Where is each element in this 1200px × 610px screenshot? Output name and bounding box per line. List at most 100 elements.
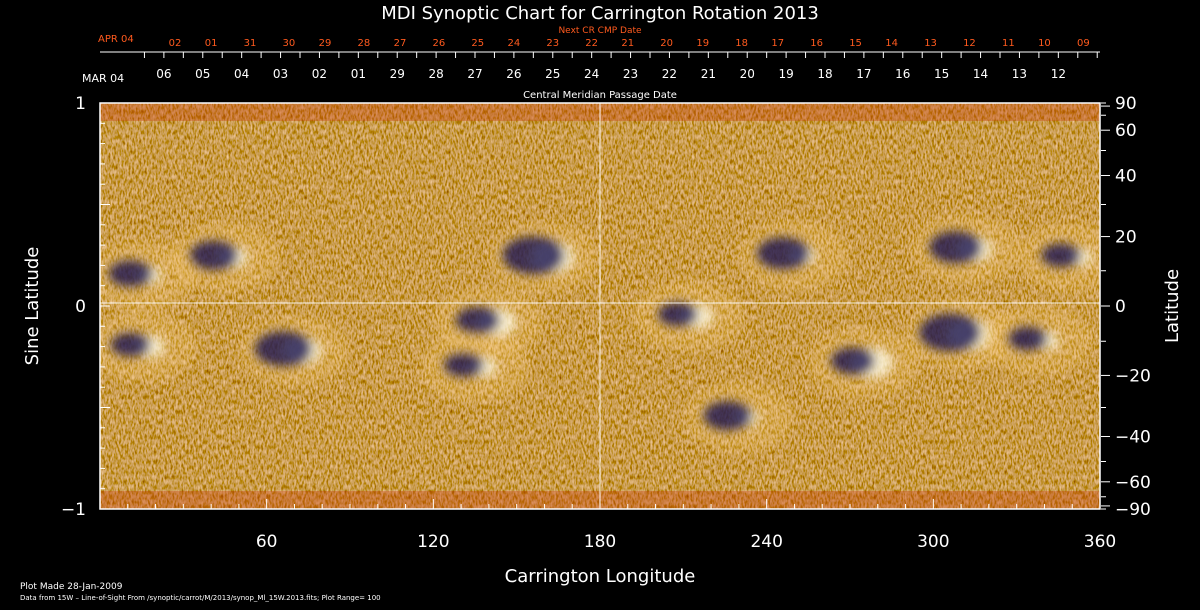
negative-flux — [442, 350, 484, 379]
next-date-label: 22 — [585, 38, 598, 49]
cmp-date-label: 17 — [856, 67, 871, 81]
active-regions — [100, 214, 1100, 453]
cmp-date-label: 14 — [973, 67, 988, 81]
negative-flux — [828, 345, 876, 377]
cmp-axis-label: Central Meridian Passage Date — [523, 90, 677, 101]
cmp-date-label: 29 — [390, 67, 405, 81]
next-date-label: 31 — [244, 38, 257, 49]
next-date-label: 09 — [1077, 38, 1090, 49]
next-cr-label: Next CR CMP Date — [558, 26, 642, 36]
next-date-label: 20 — [660, 38, 673, 49]
next-month-label: APR 04 — [98, 34, 134, 45]
cmp-dates: 06 05 04 03 02 01 29 28 27 26 25 24 23 22 21 20 19 18 17 16… — [143, 52, 1098, 81]
next-date-label: 28 — [358, 38, 371, 49]
negative-flux — [917, 311, 982, 354]
next-date-label: 26 — [433, 38, 446, 49]
y-tick-label: −1 — [61, 500, 86, 520]
negative-flux — [1005, 324, 1048, 353]
lat-tick-label: −60 — [1115, 473, 1151, 493]
lat-tick-label: 60 — [1115, 121, 1137, 141]
cmp-date-label: 05 — [195, 67, 210, 81]
cmp-date-label: 04 — [234, 67, 249, 81]
y-axis-right-title: Latitude — [1162, 269, 1183, 343]
cmp-date-label: 03 — [273, 67, 288, 81]
negative-flux — [927, 228, 983, 266]
next-date-label: 14 — [885, 38, 898, 49]
cmp-date-label: 28 — [428, 67, 443, 81]
next-date-label: 23 — [546, 38, 559, 49]
negative-flux — [108, 330, 151, 359]
next-date-label: 19 — [696, 38, 709, 49]
next-date-label: 10 — [1038, 38, 1051, 49]
next-date-label: 29 — [319, 38, 332, 49]
plot-made-note: Plot Made 28-Jan-2009 — [20, 582, 123, 592]
cmp-date-label: 19 — [778, 67, 793, 81]
next-date-label: 11 — [1002, 38, 1015, 49]
cmp-date-label: 12 — [1051, 67, 1066, 81]
x-tick-label: 360 — [1084, 532, 1116, 552]
x-tick-label: 180 — [584, 532, 616, 552]
cmp-date-label: 15 — [934, 67, 949, 81]
lat-tick-label: −90 — [1115, 500, 1151, 520]
y-tick-label: 1 — [75, 94, 86, 114]
lat-tick-label: 20 — [1115, 228, 1137, 248]
next-date-label: 21 — [621, 38, 634, 49]
cmp-date-label: 16 — [895, 67, 910, 81]
magnetogram-map — [100, 103, 1100, 509]
x-axis-title: Carrington Longitude — [505, 566, 696, 587]
cmp-date-label: 27 — [467, 67, 482, 81]
x-axis: 60 120 180 240 300 360 — [127, 499, 1116, 552]
cmp-date-label: 20 — [740, 67, 755, 81]
negative-flux — [655, 300, 698, 329]
cmp-date-label: 24 — [584, 67, 599, 81]
cmp-month-label: MAR 04 — [82, 72, 124, 85]
cmp-date-label: 21 — [701, 67, 716, 81]
cmp-date-label: 18 — [817, 67, 832, 81]
cmp-date-label: 13 — [1012, 67, 1027, 81]
lat-tick-label: 0 — [1115, 297, 1126, 317]
next-date-label: 25 — [471, 38, 484, 49]
lat-tick-label: 40 — [1115, 167, 1137, 187]
negative-flux — [187, 238, 239, 273]
cmp-date-label: 01 — [351, 67, 366, 81]
lat-tick-label: 90 — [1115, 94, 1137, 114]
lat-tick-label: −40 — [1115, 427, 1151, 447]
cmp-date-label: 26 — [506, 67, 521, 81]
next-date-label: 16 — [810, 38, 823, 49]
next-date-label: 17 — [771, 38, 784, 49]
negative-flux — [252, 329, 313, 369]
cmp-date-label: 22 — [662, 67, 677, 81]
next-date-label: 12 — [963, 38, 976, 49]
x-tick-label: 240 — [750, 532, 782, 552]
negative-flux — [1039, 241, 1082, 270]
negative-flux — [754, 235, 811, 272]
y-axis-left: 1 0 −1 — [61, 94, 110, 520]
next-date-label: 01 — [205, 38, 218, 49]
cmp-date-label: 23 — [623, 67, 638, 81]
cmp-date-label: 02 — [312, 67, 327, 81]
x-tick-label: 120 — [417, 532, 449, 552]
next-cmp-dates: 02 01 31 30 29 28 27 26 25 24 23 22 21 20 19 18 17 16 15 14… — [169, 38, 1090, 49]
negative-flux — [701, 398, 753, 433]
y-axis-title: Sine Latitude — [22, 247, 43, 366]
next-date-label: 13 — [924, 38, 937, 49]
next-date-label: 30 — [283, 38, 296, 49]
next-date-label: 02 — [169, 38, 182, 49]
negative-flux — [106, 258, 153, 289]
next-date-label: 15 — [849, 38, 862, 49]
y-axis-right: 90 60 40 20 0 −20 −40 −60 −90 — [1101, 94, 1151, 520]
chart-title: MDI Synoptic Chart for Carrington Rotati… — [381, 3, 819, 24]
x-tick-label: 60 — [256, 532, 278, 552]
y-tick-label: 0 — [75, 297, 86, 317]
cmp-date-label: 25 — [545, 67, 560, 81]
next-date-label: 18 — [735, 38, 748, 49]
data-source-note: Data from 15W – Line-of-Sight From /syno… — [20, 594, 381, 602]
negative-flux — [453, 304, 501, 336]
lat-tick-label: −20 — [1115, 366, 1151, 386]
next-date-label: 24 — [508, 38, 521, 49]
x-tick-label: 300 — [917, 532, 949, 552]
negative-flux — [500, 234, 565, 277]
cmp-date-label: 06 — [156, 67, 171, 81]
next-date-label: 27 — [394, 38, 407, 49]
